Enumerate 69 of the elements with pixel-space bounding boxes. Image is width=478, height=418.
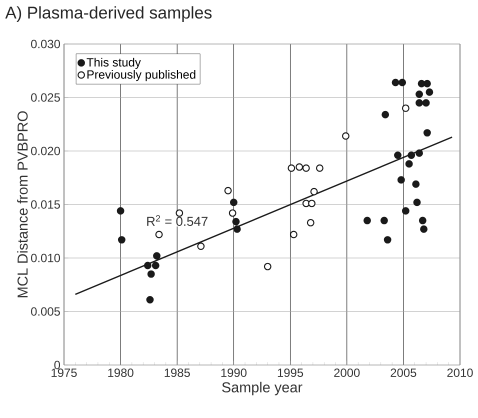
point (384, 236, 392, 244)
point (116, 207, 124, 215)
point (153, 252, 161, 260)
x-tick-label: 1985 (164, 368, 190, 377)
point (416, 149, 424, 157)
point (422, 99, 430, 107)
point (382, 110, 390, 118)
point (423, 80, 431, 88)
point (288, 164, 296, 172)
point (147, 270, 155, 278)
y-tick-label: 0.030 (31, 40, 60, 48)
y-tick-label: 0 (54, 360, 60, 370)
point (306, 218, 314, 226)
point (176, 209, 184, 217)
point (144, 262, 152, 270)
point (392, 78, 400, 86)
point (146, 296, 154, 304)
point (308, 200, 316, 208)
point (197, 242, 205, 250)
point (152, 262, 160, 270)
point (230, 198, 238, 206)
point (363, 216, 371, 224)
point (155, 230, 163, 238)
x-tick-label: 2010 (447, 368, 473, 377)
point (402, 104, 410, 112)
point (423, 129, 431, 137)
annotation: R$^{2}$ = 0.547 (147, 215, 208, 226)
point (296, 163, 304, 171)
point (394, 152, 402, 160)
point (405, 160, 413, 168)
y-tick-label: 0.010 (31, 254, 60, 262)
point (316, 164, 324, 172)
legend-label: Previously published (87, 70, 196, 82)
y-tick-label: 0.025 (31, 93, 60, 102)
x-tick-label: 1980 (108, 368, 134, 377)
point (416, 99, 424, 107)
x-tick-label: 1975 (52, 368, 77, 377)
x-tick-label: 1990 (221, 368, 247, 377)
x-tick-label: 2005 (390, 368, 416, 377)
point (413, 198, 421, 206)
point (224, 186, 232, 194)
y-axis-title: MCL Distance from PVBPRO (17, 111, 28, 298)
x-tick-label: 2000 (334, 368, 360, 377)
y-tick-label: 0.015 (31, 200, 60, 209)
point (426, 88, 434, 96)
y-tick-label: 0.005 (31, 307, 60, 316)
point (402, 207, 410, 215)
chart-title: A) Plasma-derived samples (5, 6, 212, 22)
point (118, 236, 126, 244)
point (342, 132, 350, 140)
point (232, 218, 240, 226)
point (408, 152, 416, 160)
point (302, 164, 310, 172)
point (398, 78, 406, 86)
point (416, 90, 424, 98)
x-axis-title: Sample year (222, 382, 302, 396)
point (228, 209, 236, 217)
y-tick-label: 0.020 (31, 146, 60, 156)
point (380, 216, 388, 224)
point (310, 188, 318, 196)
legend-label: This study (86, 58, 141, 69)
point (397, 176, 405, 184)
point (418, 216, 426, 224)
x-tick-label: 1995 (278, 368, 304, 377)
point (412, 180, 420, 188)
point (420, 225, 428, 233)
point (264, 262, 272, 270)
point (233, 225, 241, 233)
point (290, 230, 298, 238)
